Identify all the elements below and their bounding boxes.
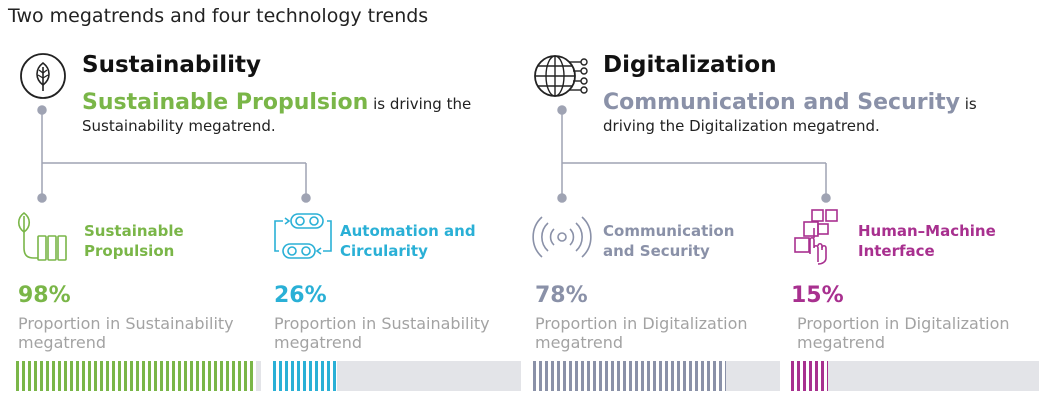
trend-proportion-bar — [16, 361, 261, 391]
page-title: Two megatrends and four technology trend… — [8, 5, 429, 27]
megatrend-description-sustainability: Sustainable Propulsion is driving the Su… — [82, 92, 522, 137]
trend-proportion-bar — [791, 361, 1039, 391]
signal-waves-icon — [532, 216, 592, 258]
trend-percent: 98% — [18, 283, 71, 308]
trend-label-automation-circularity: Automation and Circularity — [340, 222, 476, 260]
touch-interface-icon — [794, 209, 838, 265]
trend-proportion-bar — [273, 361, 521, 391]
trend-percent: 15% — [791, 283, 844, 308]
megatrend-desc-line1: is — [964, 95, 977, 113]
trend-percent: 26% — [274, 283, 327, 308]
conveyor-circularity-icon — [274, 213, 332, 259]
plant-battery-icon — [17, 212, 67, 261]
megatrend-highlight: Communication and Security — [603, 90, 960, 115]
trend-label-human-machine-interface: Human–Machine Interface — [858, 222, 996, 260]
trend-proportion-bar — [533, 361, 780, 391]
megatrend-title-digitalization: Digitalization — [603, 52, 777, 78]
megatrend-desc-line1: is driving the — [373, 95, 472, 113]
globe-network-icon — [534, 55, 588, 97]
trend-label-communication-security: Communication and Security — [603, 222, 735, 260]
trend-caption: Proportion in Digitalization megatrend — [797, 314, 1010, 352]
trend-caption: Proportion in Digitalization megatrend — [535, 314, 748, 352]
megatrend-desc-line2: Sustainability megatrend. — [82, 117, 276, 135]
megatrend-title-sustainability: Sustainability — [82, 52, 262, 78]
trend-label-sustainable-propulsion: Sustainable Propulsion — [84, 222, 184, 260]
trend-caption: Proportion in Sustainability megatrend — [274, 314, 490, 352]
leaf-circle-icon — [20, 53, 66, 99]
megatrend-highlight: Sustainable Propulsion — [82, 90, 369, 115]
trend-percent: 78% — [535, 283, 588, 308]
trend-caption: Proportion in Sustainability megatrend — [18, 314, 234, 352]
megatrend-description-digitalization: Communication and Security is driving th… — [603, 92, 1048, 137]
megatrend-desc-line2: driving the Digitalization megatrend. — [603, 117, 880, 135]
